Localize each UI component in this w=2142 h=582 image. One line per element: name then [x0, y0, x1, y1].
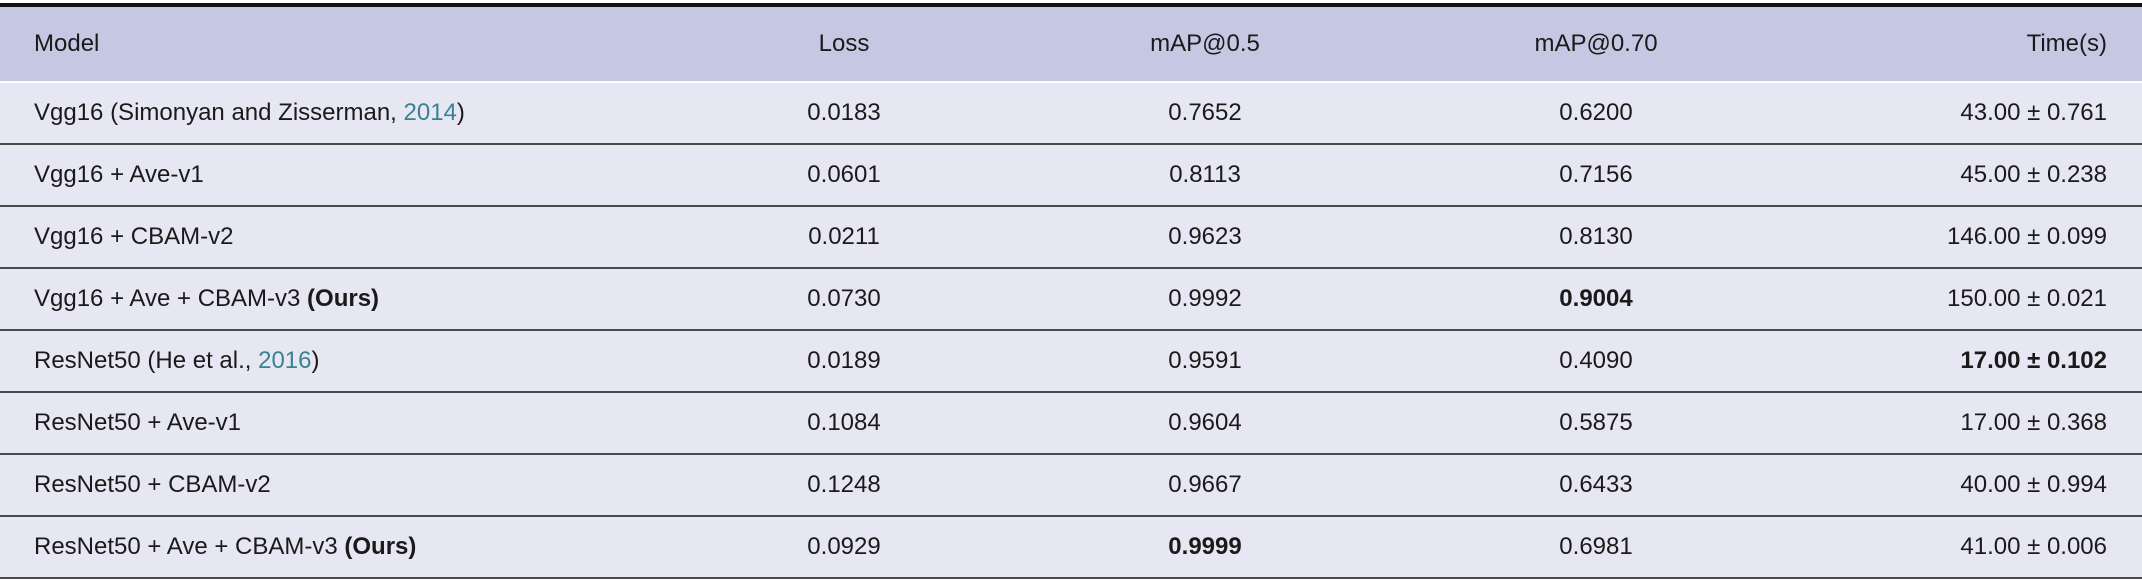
value-cell: 0.9004 [1559, 285, 1633, 312]
value-cell: 40.00 ± 0.994 [1960, 471, 2107, 498]
value-cell: 0.6200 [1559, 99, 1633, 126]
value-cell: 0.5875 [1559, 409, 1633, 436]
header-cell: Model [34, 30, 100, 57]
header-cell: Loss [818, 30, 870, 57]
table-row: Vgg16 + CBAM-v2 0.0211 0.9623 0.8130 146.00 … [0, 207, 2142, 269]
value-cell: 0.6981 [1559, 533, 1633, 560]
value-cell: 0.9604 [1168, 409, 1242, 436]
table-row: ResNet50 + CBAM-v2 0.1248 0.9667 0.6433 40.0… [0, 455, 2142, 517]
value-cell: 45.00 ± 0.238 [1960, 161, 2107, 188]
table-row: Vgg16 + Ave + CBAM-v3 (Ours) 0.0730 0.9992… [0, 269, 2142, 331]
value-cell: 0.8130 [1559, 223, 1633, 250]
model-text: ResNet50 + Ave-v1 [34, 409, 242, 436]
header-cell: mAP@0.70 [1534, 30, 1658, 57]
model-text: Vgg16 + CBAM-v2 [34, 223, 234, 250]
model-cell: Vgg16 + Ave-v1 [34, 145, 204, 205]
citation-year: 2014 [403, 99, 457, 126]
header-cell: Time(s) [2026, 30, 2107, 57]
model-text: Vgg16 + Ave + CBAM-v3 [34, 285, 308, 312]
model-cell: Vgg16 + Ave + CBAM-v3 (Ours) [34, 269, 379, 329]
header-row: Model Loss mAP@0.5 mAP@0.70 Time(s) [0, 7, 2142, 83]
model-text: Vgg16 + Ave-v1 [34, 161, 204, 188]
value-cell: 0.8113 [1169, 161, 1241, 188]
model-text: ResNet50 (He et al., [34, 347, 259, 374]
model-cell: ResNet50 + CBAM-v2 [34, 455, 271, 515]
value-cell: 0.9667 [1168, 471, 1242, 498]
value-cell: 0.4090 [1559, 347, 1633, 374]
value-cell: 146.00 ± 0.099 [1947, 223, 2107, 250]
model-cell: ResNet50 + Ave-v1 [34, 393, 241, 453]
model-text: ) [456, 99, 465, 126]
value-cell: 150.00 ± 0.021 [1947, 285, 2107, 312]
value-cell: 0.1248 [807, 471, 881, 498]
model-text: ) [311, 347, 320, 374]
value-cell: 43.00 ± 0.761 [1960, 99, 2107, 126]
value-cell: 0.0929 [807, 533, 881, 560]
model-text: Vgg16 (Simonyan and Zisserman, [34, 99, 404, 126]
model-cell: ResNet50 + Ave + CBAM-v3 (Ours) [34, 517, 416, 577]
model-cell: Vgg16 + CBAM-v2 [34, 207, 233, 267]
model-cell: ResNet50 (He et al., 2016) [34, 331, 320, 391]
top-rule [0, 3, 2142, 7]
value-cell: 0.0211 [808, 223, 880, 250]
value-cell: 41.00 ± 0.006 [1960, 533, 2107, 560]
table-row: Vgg16 + Ave-v1 0.0601 0.8113 0.7156 45.00 ± … [0, 145, 2142, 207]
value-cell: 0.0189 [807, 347, 881, 374]
value-cell: 0.1084 [807, 409, 881, 436]
table-row: ResNet50 + Ave + CBAM-v3 (Ours) 0.0929 0.9… [0, 517, 2142, 579]
value-cell: 0.7156 [1559, 161, 1633, 188]
table-row: ResNet50 + Ave-v1 0.1084 0.9604 0.5875 17.00… [0, 393, 2142, 455]
value-cell: 0.0601 [807, 161, 881, 188]
value-cell: 0.9623 [1168, 223, 1242, 250]
table-row: ResNet50 (He et al., 2016) 0.0189 0.9591 0.… [0, 331, 2142, 393]
model-cell: Vgg16 (Simonyan and Zisserman, 2014) [34, 83, 465, 143]
table-row: Vgg16 (Simonyan and Zisserman, 2014) 0.01… [0, 83, 2142, 145]
value-cell: 0.7652 [1168, 99, 1242, 126]
model-text: ResNet50 + CBAM-v2 [34, 471, 271, 498]
model-text: (Ours) [307, 285, 380, 312]
value-cell: 17.00 ± 0.102 [1960, 347, 2107, 374]
value-cell: 0.9591 [1168, 347, 1242, 374]
value-cell: 0.0183 [807, 99, 881, 126]
header-cell: mAP@0.5 [1150, 30, 1260, 57]
model-text: (Ours) [344, 533, 417, 560]
value-cell: 0.9999 [1168, 533, 1242, 560]
citation-year: 2016 [258, 347, 312, 374]
value-cell: 0.9992 [1168, 285, 1242, 312]
model-text: ResNet50 + Ave + CBAM-v3 [34, 533, 345, 560]
value-cell: 0.0730 [807, 285, 881, 312]
value-cell: 0.6433 [1559, 471, 1633, 498]
value-cell: 17.00 ± 0.368 [1960, 409, 2107, 436]
